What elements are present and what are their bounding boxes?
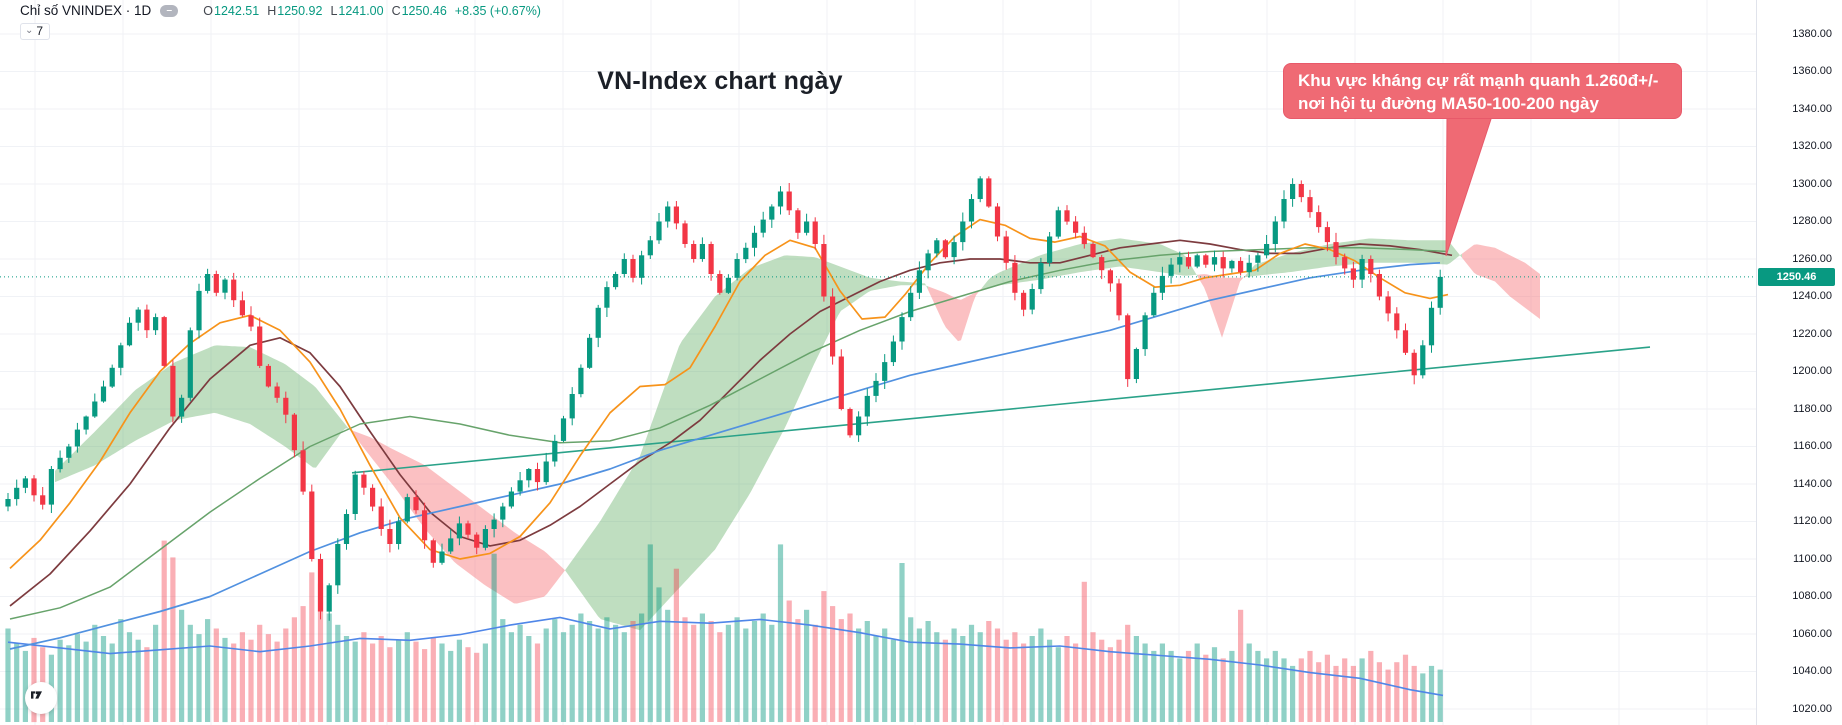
axis-tick-label: 1100.00: [1793, 552, 1832, 565]
low-label: L: [330, 3, 338, 18]
axis-tick-label: 1300.00: [1792, 177, 1832, 190]
axis-tick-label: 1260.00: [1792, 252, 1832, 265]
callout-line1: Khu vực kháng cự rất mạnh quanh 1.260đ+/…: [1298, 71, 1659, 90]
axis-tick-label: 1340.00: [1792, 102, 1832, 115]
change-value: +8.35 (+0.67%): [454, 3, 541, 18]
resistance-note-callout[interactable]: Khu vực kháng cự rất mạnh quanh 1.260đ+/…: [1283, 63, 1682, 119]
axis-tick-label: 1200.00: [1792, 365, 1832, 377]
indicators-collapse-toggle[interactable]: ⌄ 7: [20, 23, 51, 40]
tradingview-logo[interactable]: [25, 682, 57, 714]
axis-tick-label: 1240.00: [1792, 290, 1832, 302]
last-price-badge: 1250.46: [1758, 267, 1835, 286]
ohlc-values: O 1242.51 H 1250.92 L 1241.00 C 1250.46 +8.3…: [203, 4, 541, 18]
axis-tick-label: 1280.00: [1792, 215, 1832, 227]
axis-tick-label: 1120.00: [1793, 515, 1832, 527]
symbol-legend: Chỉ số VNINDEX · 1D – O 1242.51 H 1250.92 …: [20, 3, 541, 18]
indicator-count: 7: [36, 24, 44, 38]
symbol-title[interactable]: Chỉ số VNINDEX · 1D: [20, 3, 152, 18]
axis-tick-label: 1320.00: [1792, 140, 1832, 152]
tradingview-logo-icon: [31, 691, 42, 699]
axis-tick-label: 1220.00: [1792, 327, 1832, 340]
chart-title-text[interactable]: VN-Index chart ngày: [597, 67, 843, 95]
axis-tick-label: 1060.00: [1792, 627, 1832, 640]
axis-tick-label: 1380.00: [1792, 27, 1832, 40]
high-label: H: [267, 3, 277, 18]
axis-tick-label: 1020.00: [1792, 702, 1832, 715]
axis-tick-label: 1080.00: [1792, 590, 1832, 602]
low-value: 1241.00: [338, 3, 384, 18]
axis-tick-label: 1040.00: [1792, 665, 1832, 677]
axis-tick-label: 1180.00: [1793, 402, 1832, 415]
axis-tick-label: 1360.00: [1792, 65, 1832, 77]
price-axis[interactable]: 1250.46 1380.00 1360.00 1340.00 1320.00 1300…: [1756, 0, 1842, 725]
axis-tick-label: 1140.00: [1793, 477, 1832, 490]
chevron-down-icon: ⌄: [25, 25, 34, 36]
close-label: C: [391, 3, 401, 18]
axis-tick-label: 1160.00: [1793, 440, 1832, 452]
price-chart-canvas[interactable]: [0, 0, 1756, 725]
open-label: O: [203, 3, 214, 18]
callout-line2: nơi hội tụ đường MA50-100-200 ngày: [1298, 94, 1599, 113]
hide-symbol-icon[interactable]: –: [160, 4, 179, 17]
close-value: 1250.46: [401, 3, 447, 18]
high-value: 1250.92: [277, 3, 323, 18]
open-value: 1242.51: [214, 3, 260, 18]
